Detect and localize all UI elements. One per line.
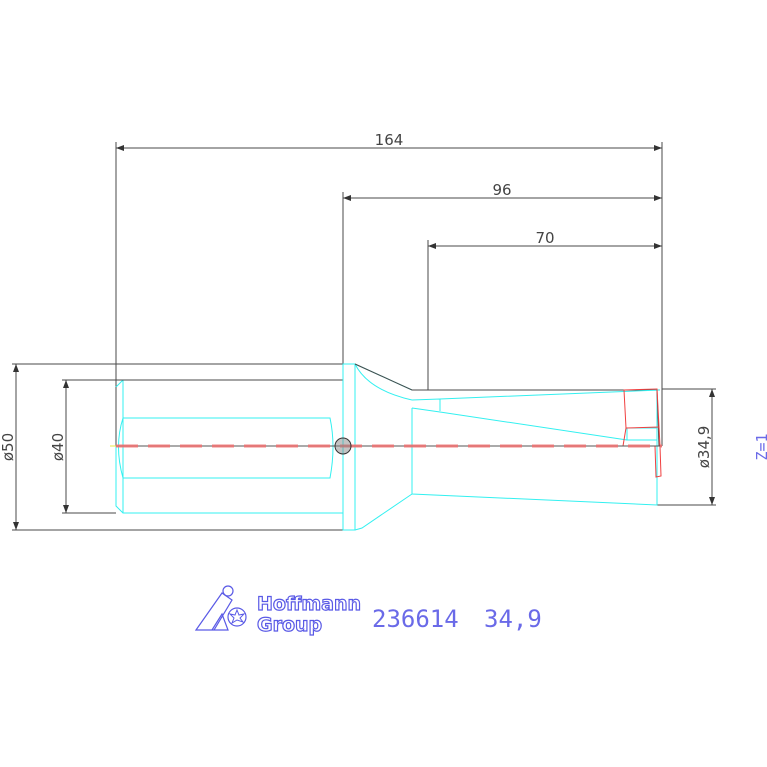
nominal-diameter: 34,9	[484, 605, 542, 633]
dim-diameter-50: ø50	[0, 363, 355, 531]
teeth-count-label: Z=1	[753, 433, 767, 460]
cutting-insert	[622, 388, 662, 478]
centerline	[110, 437, 662, 455]
dim-d50-label: ø50	[0, 433, 17, 461]
tool-body	[354, 363, 661, 506]
dim-d40-label: ø40	[49, 433, 67, 461]
hoffmann-group-logo: Hoffmann Group	[194, 585, 362, 637]
dim-70-label: 70	[535, 229, 554, 247]
dim-flute-length: 70	[427, 229, 662, 390]
article-number: 236614	[372, 605, 459, 633]
dim-diameter-40: ø40	[49, 379, 116, 514]
dim-overall-length: 164	[115, 131, 663, 446]
center-mark-icon	[334, 437, 352, 455]
dim-96-label: 96	[492, 181, 511, 199]
dim-body-length: 96	[342, 181, 662, 364]
logo-text-line-1: Hoffmann	[257, 593, 361, 615]
logo-text-line-2: Group	[257, 614, 322, 636]
dim-diameter-34-9: ø34,9	[657, 388, 716, 506]
dim-d34-9-label: ø34,9	[695, 426, 713, 469]
dim-164-label: 164	[375, 131, 404, 149]
